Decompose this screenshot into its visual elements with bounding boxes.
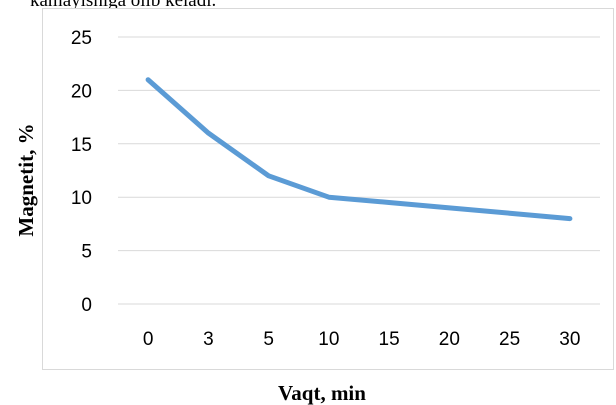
x-tick-label: 15 [379, 329, 400, 350]
series-line [145, 77, 573, 222]
y-tick-label: 25 [71, 28, 92, 49]
x-tick-label: 20 [439, 329, 460, 350]
x-tick-label: 25 [499, 329, 520, 350]
series-layer [145, 77, 573, 222]
x-tick-label: 5 [263, 329, 274, 350]
x-tick-label: 3 [203, 329, 214, 350]
chart-area [42, 8, 614, 370]
y-tick-label: 0 [81, 295, 92, 316]
y-tick-label: 10 [71, 188, 92, 209]
y-axis-title: Magnetit, % [14, 123, 38, 236]
y-tick-label: 15 [71, 135, 92, 156]
x-axis-title: Vaqt, min [278, 381, 366, 405]
x-tick-labels: 0 3 5 10 15 20 25 30 [143, 329, 581, 350]
y-tick-label: 20 [71, 81, 92, 102]
x-tick-label: 30 [559, 329, 580, 350]
y-tick-labels: 0 5 10 15 20 25 [71, 28, 92, 316]
x-tick-label: 10 [318, 329, 339, 350]
top-text-fragment: kamayishiga olib keladi. [30, 0, 217, 11]
x-tick-label: 0 [143, 329, 154, 350]
gridlines [118, 36, 600, 305]
y-tick-label: 5 [81, 242, 92, 263]
